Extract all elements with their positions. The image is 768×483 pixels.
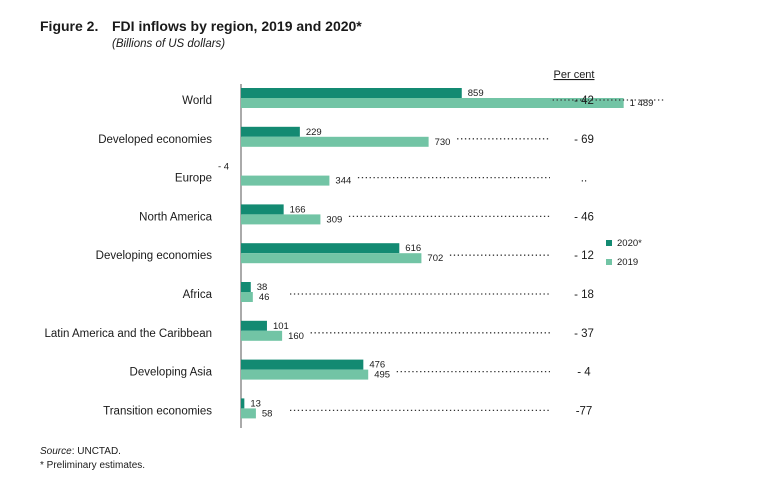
legend-label: 2020* bbox=[617, 238, 642, 249]
bar-2020 bbox=[241, 243, 400, 254]
category-label: Developed economies bbox=[98, 134, 212, 146]
source-note: Source: UNCTAD. bbox=[40, 446, 121, 457]
bar-2020 bbox=[241, 282, 251, 292]
bar-2020 bbox=[241, 359, 364, 370]
data-label: 730 bbox=[435, 137, 451, 148]
data-label: 344 bbox=[335, 176, 351, 187]
percent-change-value: - 69 bbox=[574, 134, 594, 146]
data-label: 309 bbox=[326, 214, 342, 225]
bar-2020 bbox=[241, 320, 267, 331]
source-text: : UNCTAD. bbox=[71, 446, 121, 457]
category-label: Europe bbox=[175, 173, 212, 185]
data-label: - 4 bbox=[218, 162, 229, 173]
category-label: Latin America and the Caribbean bbox=[45, 328, 213, 340]
percent-change-value: - 37 bbox=[574, 328, 594, 340]
bar-2019 bbox=[241, 253, 422, 264]
data-label: 160 bbox=[288, 331, 304, 342]
data-label: 495 bbox=[374, 370, 390, 381]
category-label: Developing economies bbox=[96, 250, 213, 262]
data-label: 1 489 bbox=[630, 98, 654, 109]
bar-2019 bbox=[241, 369, 369, 380]
bar-2020 bbox=[241, 398, 245, 409]
source-label: Source bbox=[40, 446, 72, 457]
bar-2019 bbox=[241, 136, 429, 147]
data-label: 859 bbox=[468, 88, 484, 99]
data-label: 702 bbox=[427, 253, 443, 264]
bar-2020 bbox=[241, 126, 300, 137]
percent-change-value: - 12 bbox=[574, 250, 594, 262]
percent-header: Per cent bbox=[554, 69, 595, 81]
category-label: Developing Asia bbox=[130, 367, 213, 379]
percent-change-value: - 4 bbox=[577, 367, 591, 379]
data-label: 616 bbox=[405, 243, 421, 254]
percent-change-value: -77 bbox=[576, 405, 593, 417]
data-label: 38 bbox=[257, 282, 268, 293]
data-label: 229 bbox=[306, 127, 322, 138]
percent-change-value: .. bbox=[581, 173, 587, 185]
bar-2020 bbox=[241, 204, 284, 215]
legend-label: 2019 bbox=[617, 257, 638, 268]
data-label: 166 bbox=[290, 204, 306, 215]
data-label: 13 bbox=[250, 398, 261, 409]
chart-title: FDI inflows by region, 2019 and 2020* bbox=[112, 18, 362, 34]
figure-label: Figure 2. bbox=[40, 18, 99, 34]
data-label: 46 bbox=[259, 292, 270, 303]
chart-subtitle: (Billions of US dollars) bbox=[112, 38, 226, 50]
data-label: 101 bbox=[273, 321, 289, 332]
bar-2019 bbox=[241, 214, 321, 225]
bar-2019 bbox=[241, 408, 256, 419]
percent-change-value: - 42 bbox=[574, 95, 594, 107]
bar-2019 bbox=[241, 175, 330, 186]
legend-swatch-2020 bbox=[606, 240, 612, 246]
data-label: 58 bbox=[262, 408, 273, 419]
bar-2019 bbox=[241, 292, 253, 302]
category-label: North America bbox=[139, 211, 212, 223]
category-label: Transition economies bbox=[103, 405, 212, 417]
data-label: 476 bbox=[369, 360, 385, 371]
percent-change-value: - 46 bbox=[574, 211, 594, 223]
bar-2019 bbox=[241, 330, 283, 341]
category-label: World bbox=[182, 95, 212, 107]
bar-2020 bbox=[241, 88, 462, 98]
bar-2019 bbox=[241, 98, 624, 108]
footnote: * Preliminary estimates. bbox=[40, 460, 146, 471]
legend-swatch-2019 bbox=[606, 259, 612, 265]
category-label: Africa bbox=[183, 289, 213, 301]
percent-change-value: - 18 bbox=[574, 289, 594, 301]
